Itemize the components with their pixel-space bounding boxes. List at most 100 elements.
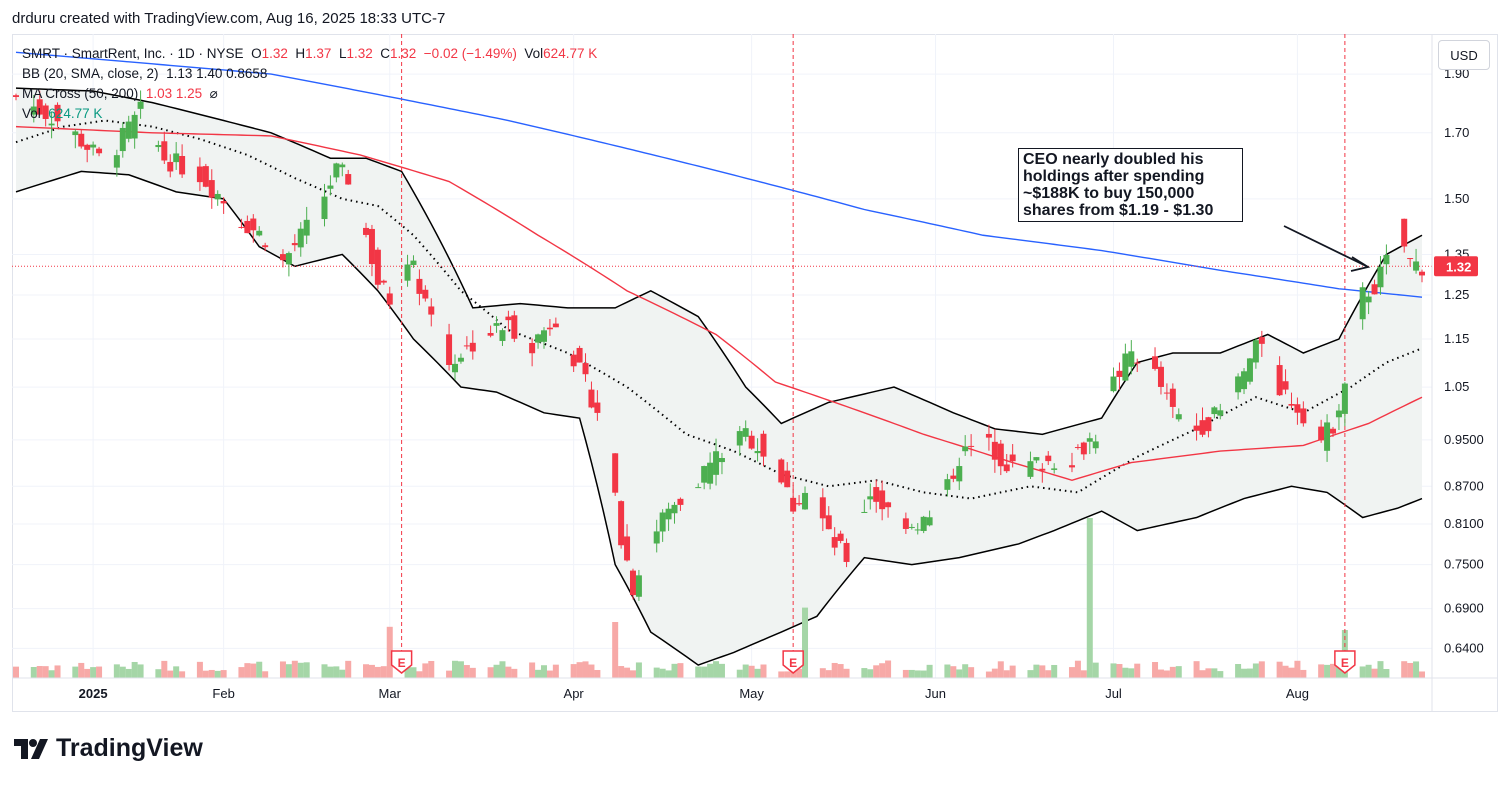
candle-body (1258, 337, 1265, 344)
candle-body (950, 475, 957, 479)
candle-body (1330, 428, 1337, 434)
volume-bar (612, 622, 619, 678)
volume-bar (1003, 670, 1010, 678)
volume-bar (1074, 660, 1081, 678)
x-tick-label: Mar (379, 686, 402, 701)
volume-bar (713, 661, 720, 678)
volume-bar (718, 663, 725, 678)
x-tick-label: Apr (564, 686, 585, 701)
volume-bar (624, 667, 631, 678)
volume-bar (1235, 664, 1242, 678)
volume-bar (920, 670, 927, 678)
volume-bar (1134, 663, 1141, 678)
candle-body (90, 144, 97, 148)
legend-bb-row: BB (20, SMA, close, 2) 1.13 1.40 0.8658 (22, 64, 597, 84)
volume-bar (968, 667, 975, 678)
candle-body (582, 363, 589, 375)
volume-bar (457, 661, 464, 678)
candle-body (659, 512, 666, 532)
volume-bar (161, 660, 168, 678)
x-tick-label: Jun (925, 686, 946, 701)
candle-body (695, 487, 702, 489)
candle-body (72, 131, 79, 136)
candle-body (137, 101, 144, 109)
annotation-arrow (1283, 225, 1371, 272)
currency-button[interactable]: USD (1438, 40, 1490, 70)
volume-bar (1080, 670, 1087, 678)
volume-bar (1175, 666, 1182, 678)
volume-bar (363, 664, 370, 678)
legend-vol-label: Vol (524, 46, 544, 61)
earnings-marker-label: E (1341, 656, 1349, 670)
legend-high-label: H (295, 46, 306, 61)
volume-bar (96, 666, 103, 678)
candle-body (825, 515, 832, 530)
candle-body (345, 174, 352, 185)
candle-body (1241, 371, 1248, 390)
candle-body (42, 105, 49, 119)
volume-bar (125, 668, 132, 678)
volume-bar (262, 671, 269, 678)
candle-body (179, 156, 186, 175)
volume-bar (487, 667, 494, 678)
volume-bar (42, 666, 49, 678)
volume-bar (345, 660, 352, 678)
bb-lower-line (15, 170, 1423, 666)
header-caption: drduru created with TradingView.com, Aug… (12, 10, 446, 27)
candle-body (629, 570, 636, 596)
legend-close-label: C (380, 46, 390, 61)
arrow-head (1350, 256, 1371, 272)
volume-bar (576, 662, 583, 678)
candle-body (1365, 296, 1372, 303)
volume-bar (256, 661, 263, 678)
volume-bar (677, 663, 684, 678)
candle-body (463, 345, 470, 347)
volume-bar (997, 661, 1004, 678)
candle-body (1110, 376, 1117, 392)
candle-body (843, 542, 850, 562)
volume-bar (985, 671, 992, 678)
candle-body (837, 533, 844, 541)
volume-bar (944, 664, 951, 678)
volume-bar (131, 661, 138, 678)
candle-body (327, 185, 334, 189)
candle-body (879, 490, 886, 510)
volume-bar (588, 664, 595, 678)
candle-body (125, 121, 132, 139)
volume-bar (802, 607, 809, 678)
earnings-marker (782, 650, 804, 674)
candle-body (1246, 358, 1253, 382)
volume-bar (1252, 663, 1259, 678)
candle-body (511, 315, 518, 339)
volume-bar (78, 662, 85, 678)
candle-body (1033, 457, 1040, 461)
candle-body (1128, 351, 1135, 367)
candle-body (256, 230, 263, 236)
volume-bar (1383, 669, 1390, 678)
x-tick-label: Jul (1105, 686, 1122, 701)
candle-body (576, 347, 583, 363)
volume-bar (48, 670, 55, 678)
volume-bar (671, 663, 678, 678)
volume-bar (452, 660, 459, 678)
footer-logo[interactable]: TradingView (14, 734, 203, 763)
candle-body (1294, 404, 1301, 413)
y-tick-label: 0.6900 (1444, 601, 1484, 616)
candle-body (1039, 468, 1046, 471)
candle-body (30, 106, 37, 115)
candle-body (1175, 414, 1182, 420)
legend-vol2: 624.77 K (48, 106, 103, 121)
candle-body (1324, 422, 1331, 451)
volume-bar (1282, 665, 1289, 678)
candle-body (540, 330, 547, 342)
volume-bar (748, 665, 755, 678)
y-tick-label: 0.9500 (1444, 432, 1484, 447)
candle-body (1193, 425, 1200, 431)
candle-body (1276, 365, 1283, 396)
volume-bar (1193, 661, 1200, 678)
candle-body (635, 575, 642, 597)
candle-body (386, 293, 393, 305)
candle-body (1080, 442, 1087, 455)
candle-body (1134, 362, 1141, 364)
